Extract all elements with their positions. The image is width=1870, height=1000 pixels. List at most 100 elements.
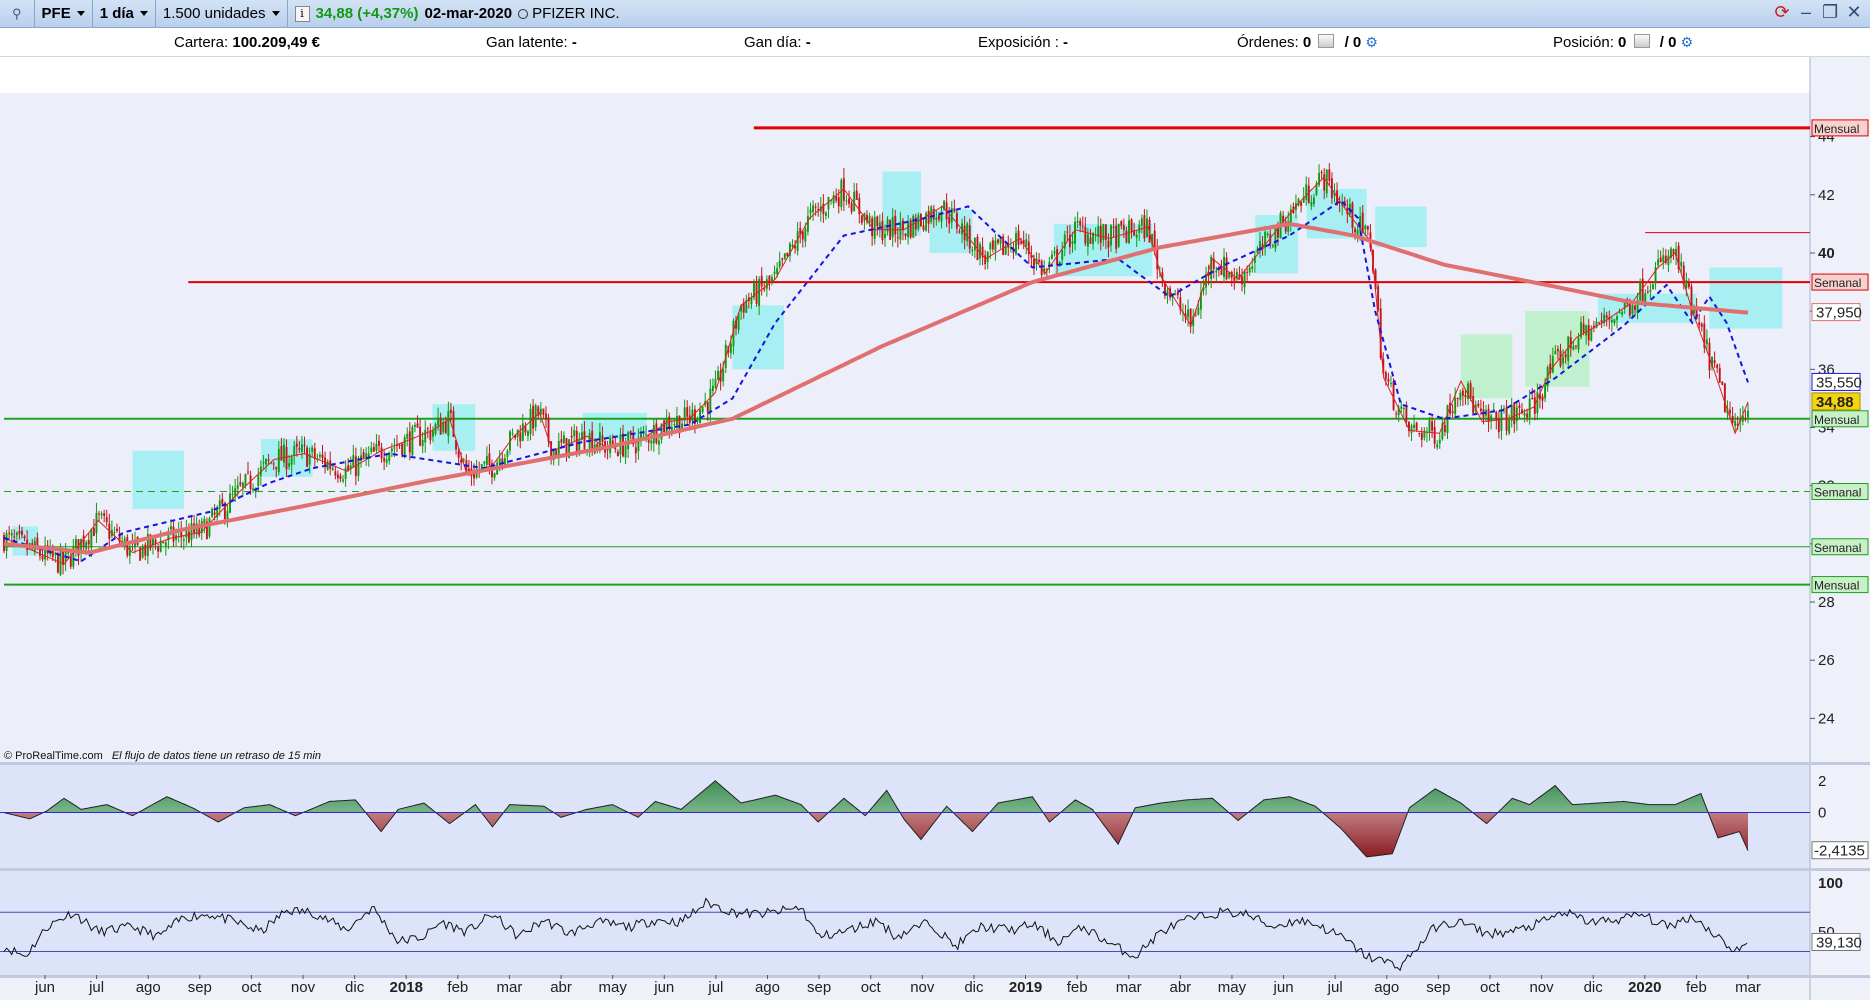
ichimoku-cloud: [1375, 206, 1427, 248]
candle-body: [1554, 350, 1557, 355]
rsi-tick-label: 100: [1818, 875, 1843, 892]
candle-body: [1104, 224, 1107, 240]
candle-body: [367, 453, 370, 457]
candle-body: [591, 430, 594, 452]
gear-icon[interactable]: ⚙: [1365, 34, 1378, 50]
candle-body: [1713, 360, 1716, 364]
candle-body: [82, 535, 85, 548]
time-tick-label: dic: [964, 979, 984, 996]
candle-body: [339, 475, 342, 480]
units-label: 1.500 unidades: [162, 5, 266, 22]
time-tick-label: jul: [88, 979, 104, 996]
candle-body: [213, 512, 216, 515]
positions-list-icon[interactable]: [1633, 34, 1650, 48]
units-select[interactable]: 1.500 unidades: [156, 0, 288, 27]
candle-body: [1079, 220, 1082, 226]
candle-body: [164, 542, 167, 547]
candle-body: [732, 320, 735, 347]
candle-body: [1572, 346, 1575, 350]
candle-body: [1531, 397, 1534, 399]
candle-body: [92, 528, 95, 536]
candle-body: [187, 531, 190, 543]
candle-body: [157, 546, 160, 552]
candle-body: [1459, 392, 1462, 400]
candle-body: [804, 228, 807, 242]
candle-body: [1723, 383, 1726, 413]
candle-body: [745, 300, 748, 313]
candle-body: [1318, 172, 1321, 186]
candle-body: [1613, 319, 1616, 324]
candle-body: [8, 532, 11, 534]
link-button[interactable]: ⚲: [0, 0, 35, 27]
candle-body: [601, 435, 604, 443]
gear-icon[interactable]: ⚙: [1680, 34, 1694, 50]
candle-body: [457, 451, 460, 458]
chevron-down-icon: [271, 11, 280, 16]
time-tick-label: 2019: [1009, 979, 1042, 996]
candle-body: [442, 422, 445, 433]
candle-body: [788, 243, 791, 256]
candle-body: [431, 431, 434, 437]
candle-body: [940, 211, 943, 222]
candle-body: [1456, 397, 1459, 399]
candle-body: [257, 474, 260, 486]
candle-body: [1330, 178, 1333, 199]
candle-body: [141, 545, 144, 558]
candle-body: [791, 244, 794, 247]
period-select[interactable]: 1 día: [93, 0, 156, 27]
info-icon[interactable]: i: [294, 5, 310, 22]
status-circle-icon: [518, 8, 529, 19]
candle-body: [1675, 248, 1678, 257]
close-icon[interactable]: ✕: [1846, 2, 1862, 22]
candle-body: [1413, 424, 1416, 428]
candle-body: [1610, 319, 1613, 323]
candle-body: [421, 439, 424, 447]
restore-icon[interactable]: ❐: [1822, 2, 1839, 22]
time-tick-label: oct: [861, 979, 882, 996]
candle-body: [524, 425, 527, 433]
candle-body: [717, 370, 720, 380]
candle-body: [498, 458, 501, 464]
gan-dia-value: -: [805, 34, 811, 51]
candle-body: [493, 473, 496, 478]
candle-body: [1523, 412, 1526, 416]
candle-body: [966, 223, 969, 242]
candle-body: [265, 459, 267, 465]
refresh-icon[interactable]: ⟳: [1774, 2, 1790, 22]
candle-body: [1397, 407, 1400, 416]
candle-body: [1171, 296, 1174, 298]
symbol-select[interactable]: PFE: [35, 0, 93, 27]
candle-body: [758, 278, 761, 307]
candle-body: [1174, 294, 1177, 296]
posicion-value-2: / 0: [1659, 34, 1677, 51]
candle-body: [542, 408, 545, 415]
candle-body: [1582, 323, 1585, 333]
candle-body: [1187, 309, 1190, 318]
candle-body: [408, 431, 411, 453]
candle-body: [1189, 308, 1192, 327]
candle-body: [1508, 419, 1511, 434]
candle-body: [1207, 271, 1210, 276]
candle-body: [44, 545, 47, 560]
candle-body: [1700, 323, 1703, 327]
candle-body: [794, 245, 797, 249]
candle-body: [218, 500, 221, 509]
candle-body: [1140, 218, 1143, 226]
orders-list-icon[interactable]: [1318, 34, 1335, 48]
candle-body: [375, 444, 378, 451]
candle-body: [23, 536, 26, 539]
candle-body: [1667, 255, 1670, 266]
time-tick-label: abr: [1169, 979, 1191, 996]
chevron-down-icon: [139, 11, 148, 16]
candle-body: [1300, 202, 1303, 206]
candle-body: [881, 220, 884, 241]
candle-body: [1616, 316, 1618, 320]
ichimoku-cloud: [132, 450, 184, 509]
candle-body: [313, 448, 316, 460]
minimize-icon[interactable]: –: [1800, 2, 1811, 22]
chart-header-strip: [0, 57, 1810, 94]
candle-body: [211, 508, 214, 517]
candle-body: [182, 539, 185, 541]
candle-body: [1020, 241, 1023, 244]
